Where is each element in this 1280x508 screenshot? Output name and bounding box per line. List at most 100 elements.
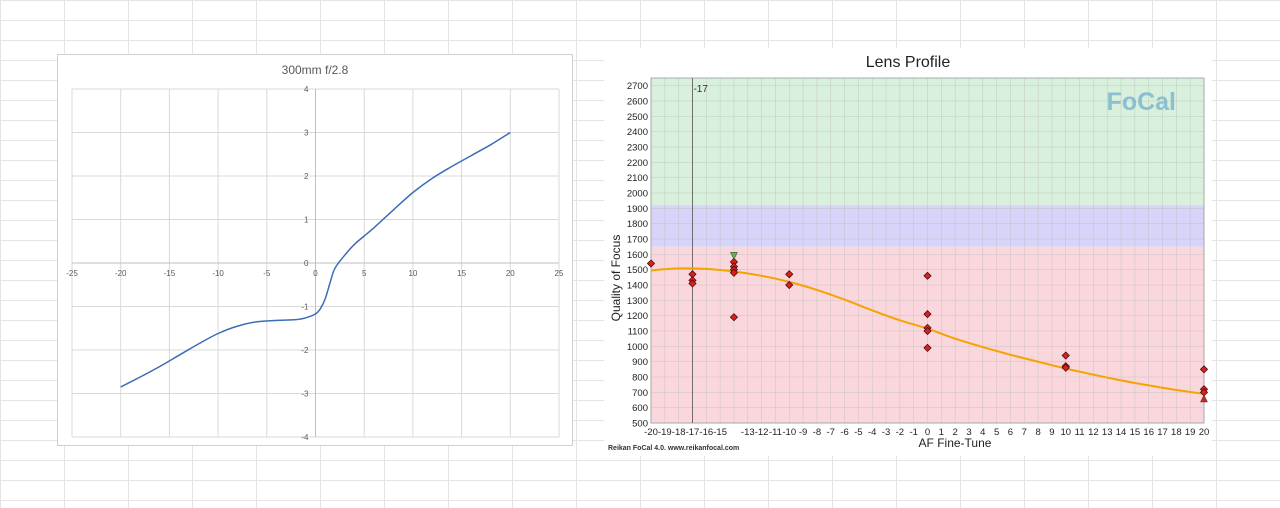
y-tick-label: 2600: [627, 97, 648, 108]
x-tick-label: 8: [1035, 427, 1040, 438]
x-tick-label: 16: [1143, 427, 1154, 438]
chart-lens-profile: Lens Profile AF Fine-Tune Quality of Foc…: [604, 48, 1212, 456]
y-tick-label: -3: [301, 390, 309, 399]
x-tick-label: 6: [1008, 427, 1013, 438]
series-line: [120, 131, 511, 388]
y-tick-label: -1: [301, 303, 309, 312]
x-tick-label: -13: [741, 427, 755, 438]
x-tick-label: 7: [1022, 427, 1027, 438]
best-marker: [730, 252, 738, 260]
x-tick-label: 20: [1199, 427, 1210, 438]
x-tick-label: 20: [506, 269, 515, 278]
y-tick-label: 700: [632, 388, 648, 399]
data-point: [1061, 351, 1070, 360]
x-tick-label: 10: [1060, 427, 1071, 438]
data-point: [785, 280, 794, 290]
x-tick-label: -3: [882, 427, 890, 438]
x-tick-label: -5: [854, 427, 862, 438]
chart-title: 300mm f/2.8: [282, 63, 349, 77]
y-tick-label: -2: [301, 346, 309, 355]
x-tick-label: 19: [1185, 427, 1196, 438]
x-tick-label: -18: [672, 427, 686, 438]
x-tick-label: -7: [826, 427, 834, 438]
x-tick-label: -20: [644, 427, 658, 438]
footer-credit: Reikan FoCal 4.0. www.reikanfocal.com: [608, 445, 739, 452]
y-tick-label: 2100: [627, 173, 648, 184]
x-tick-label: -15: [164, 269, 176, 278]
x-tick-label: -1: [909, 427, 917, 438]
y-tick-label: 1800: [627, 219, 648, 230]
x-tick-label: -5: [263, 269, 271, 278]
x-tick-label: 0: [313, 269, 318, 278]
x-tick-label: 0: [925, 427, 930, 438]
y-tick-label: 2400: [627, 127, 648, 138]
y-tick-label: 500: [632, 419, 648, 430]
x-tick-label: 1: [939, 427, 944, 438]
x-tick-label: 15: [1130, 427, 1141, 438]
x-tick-label: 5: [994, 427, 999, 438]
data-point: [923, 271, 932, 280]
af-marker-label: -17: [693, 84, 708, 95]
y-tick-label: 1700: [627, 235, 648, 246]
x-tick-label: -17: [686, 427, 700, 438]
chart-300mm: 300mm f/2.8 -25 -20 -15 -10 -5 0 5 10 15 20 25 -4 -3…: [57, 54, 573, 446]
x-tick-label: 10: [408, 269, 417, 278]
y-tick-label: 1500: [627, 265, 648, 276]
x-tick-label: -2: [896, 427, 904, 438]
x-tick-label: 18: [1171, 427, 1182, 438]
y-tick-label: 3: [304, 129, 309, 138]
y-tick-label: 4: [304, 85, 309, 94]
x-tick-label: -11: [769, 427, 782, 438]
x-tick-label: -15: [713, 427, 727, 438]
y-tick-label: 2000: [627, 189, 648, 200]
y-tick-label: 1400: [627, 281, 648, 292]
x-tick-label: 4: [980, 427, 985, 438]
x-tick-label: 9: [1049, 427, 1054, 438]
y-tick-label: 600: [632, 403, 648, 414]
data-point: [1061, 363, 1070, 372]
x-tick-label: 3: [966, 427, 971, 438]
data-point: [1199, 365, 1209, 374]
data-point: [729, 313, 739, 322]
x-tick-label: -10: [782, 427, 796, 438]
x-tick-label: 12: [1088, 427, 1099, 438]
y-axis-label: Quality of Focus: [609, 235, 623, 322]
x-tick-label: -6: [840, 427, 848, 438]
y-tick-label: -4: [301, 433, 309, 442]
chart-title: Lens Profile: [866, 54, 951, 71]
y-tick-label: 900: [632, 357, 648, 368]
x-tick-label: 5: [362, 269, 367, 278]
lens-profile-plot: Lens Profile AF Fine-Tune Quality of Foc…: [608, 54, 1210, 452]
x-tick-label: 15: [457, 269, 466, 278]
x-axis-label: AF Fine-Tune: [919, 436, 992, 450]
y-tick-label: 1600: [627, 250, 648, 261]
y-tick-label: 1300: [627, 296, 648, 307]
x-tick-label: 2: [953, 427, 958, 438]
data-point: [785, 270, 794, 279]
y-tick-label: 2: [304, 172, 309, 181]
x-tick-label: -8: [813, 427, 821, 438]
x-tick-label: 17: [1157, 427, 1168, 438]
y-tick-label: 2300: [627, 143, 648, 154]
data-point: [688, 279, 697, 288]
x-tick-label: -19: [658, 427, 672, 438]
x-tick-label: -25: [66, 269, 78, 278]
x-tick-label: -12: [755, 427, 769, 438]
y-tick-label: 2200: [627, 158, 648, 169]
y-tick-label: 2700: [627, 81, 648, 92]
y-tick-label: 2500: [627, 112, 648, 123]
x-tick-label: -10: [212, 269, 224, 278]
x-tick-label: -16: [699, 427, 713, 438]
x-tick-label: -9: [799, 427, 807, 438]
chart-300mm-plot: 300mm f/2.8 -25 -20 -15 -10 -5 0 5 10 15 20 25-4-3…: [66, 63, 564, 442]
y-tick-label: 1100: [628, 327, 648, 338]
x-tick-label: -4: [868, 427, 876, 438]
data-point: [646, 259, 656, 268]
focal-logo: FoCal: [1107, 88, 1176, 116]
data-point: [923, 326, 932, 336]
y-tick-label: 1200: [627, 311, 648, 322]
x-tick-label: 13: [1102, 427, 1113, 438]
data-point: [729, 268, 739, 277]
y-tick-label: 0: [304, 259, 309, 268]
x-tick-label: 14: [1116, 427, 1127, 438]
